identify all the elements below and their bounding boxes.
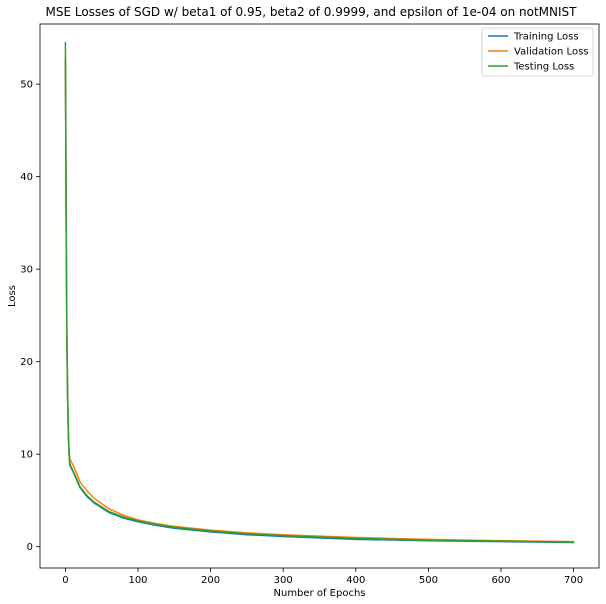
legend-entry-label: Testing Loss bbox=[513, 62, 574, 73]
series-line-training-loss bbox=[64, 60, 575, 544]
legend-entry-label: Validation Loss bbox=[514, 47, 589, 58]
x-axis-label: Number of Epochs bbox=[274, 588, 366, 599]
x-tick-label: 700 bbox=[564, 575, 583, 586]
plot-area bbox=[64, 41, 575, 544]
x-axis: 0 100 200 300 400 500 600 700 bbox=[62, 568, 583, 586]
y-tick-label: 50 bbox=[20, 80, 33, 91]
chart-title: MSE Losses of SGD w/ beta1 of 0.95, beta… bbox=[45, 5, 577, 19]
series-line-testing-loss bbox=[64, 41, 575, 543]
plot-frame bbox=[39, 23, 600, 569]
x-tick-label: 0 bbox=[62, 575, 68, 586]
legend-box bbox=[481, 27, 594, 77]
x-tick-label: 400 bbox=[346, 575, 365, 586]
y-tick-label: 0 bbox=[27, 542, 33, 553]
x-tick-label: 500 bbox=[419, 575, 438, 586]
x-tick-label: 600 bbox=[491, 575, 510, 586]
y-tick-label: 20 bbox=[20, 357, 33, 368]
y-axis: 0 10 20 30 40 50 bbox=[20, 80, 40, 553]
y-tick-label: 30 bbox=[20, 265, 33, 276]
y-axis-label: Loss bbox=[7, 285, 18, 307]
legend-entry-label: Training Loss bbox=[513, 32, 579, 43]
series-line-validation-loss bbox=[64, 55, 575, 543]
y-tick-label: 40 bbox=[20, 172, 33, 183]
y-tick-label: 10 bbox=[20, 450, 33, 461]
x-tick-label: 200 bbox=[201, 575, 220, 586]
x-tick-label: 300 bbox=[274, 575, 293, 586]
x-tick-label: 100 bbox=[128, 575, 147, 586]
legend: Training Loss Validation Loss Testing Loss bbox=[481, 27, 594, 77]
